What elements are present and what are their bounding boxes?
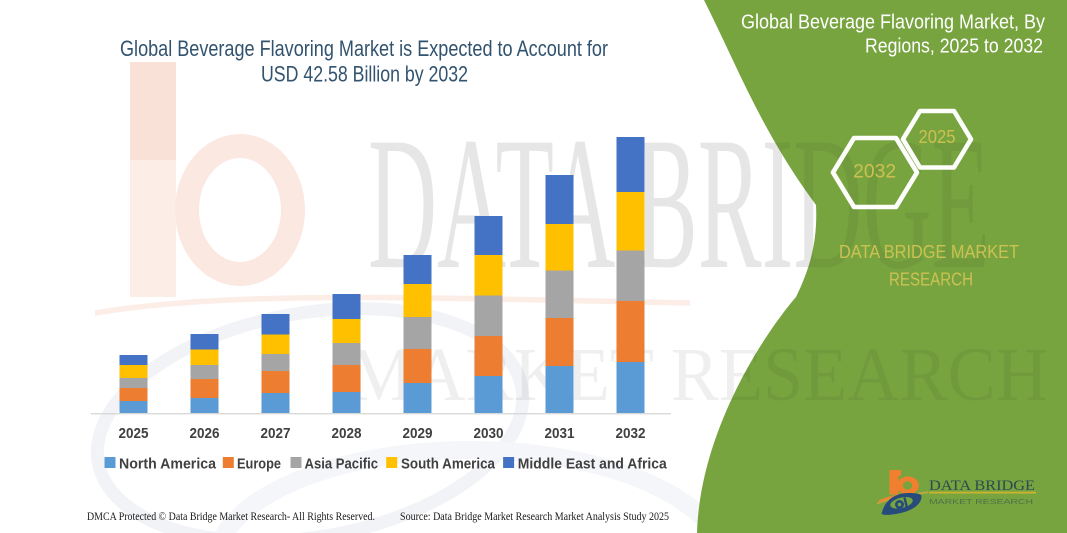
svg-text:2028: 2028 <box>332 425 362 442</box>
svg-text:DATA BRIDGE: DATA BRIDGE <box>929 478 1035 494</box>
svg-text:2025: 2025 <box>919 127 956 147</box>
svg-text:2032: 2032 <box>853 162 896 183</box>
svg-text:Source: Data Bridge Market Res: Source: Data Bridge Market Research Mark… <box>400 511 669 523</box>
svg-text:USD 42.58 Billion by 2032: USD 42.58 Billion by 2032 <box>261 62 468 87</box>
svg-text:DATA BRIDGE MARKET: DATA BRIDGE MARKET <box>839 242 1019 262</box>
svg-text:2030: 2030 <box>474 425 504 442</box>
svg-text:Middle East and Africa: Middle East and Africa <box>518 456 668 473</box>
svg-text:Asia Pacific: Asia Pacific <box>305 456 379 473</box>
svg-text:2026: 2026 <box>190 425 220 442</box>
svg-text:2029: 2029 <box>403 425 433 442</box>
svg-text:South America: South America <box>401 456 496 473</box>
svg-text:RESEARCH: RESEARCH <box>889 270 973 290</box>
svg-text:Europe: Europe <box>237 456 281 473</box>
svg-text:DMCA Protected © Data Bridge M: DMCA Protected © Data Bridge Market Rese… <box>87 511 375 523</box>
svg-text:2032: 2032 <box>616 425 646 442</box>
svg-text:Regions, 2025 to 2032: Regions, 2025 to 2032 <box>865 36 1043 58</box>
svg-text:2031: 2031 <box>545 425 575 442</box>
svg-text:Global Beverage Flavoring Mark: Global Beverage Flavoring Market, By <box>741 12 1045 34</box>
svg-text:2025: 2025 <box>119 425 149 442</box>
svg-text:Global Beverage Flavoring Mark: Global Beverage Flavoring Market is Expe… <box>120 36 608 61</box>
svg-text:North America: North America <box>119 456 217 473</box>
svg-text:2027: 2027 <box>261 425 291 442</box>
svg-text:MARKET RESEARCH: MARKET RESEARCH <box>929 497 1033 506</box>
